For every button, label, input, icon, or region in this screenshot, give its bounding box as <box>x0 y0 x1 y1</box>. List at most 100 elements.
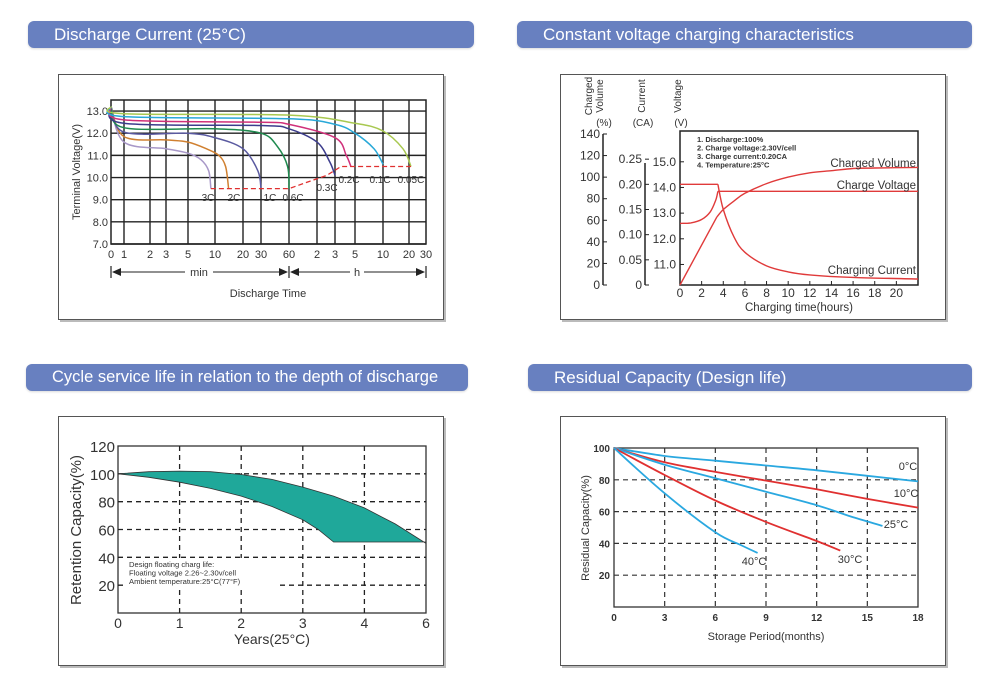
h-arrow-left-head <box>290 268 299 276</box>
h-arrow-right-head <box>416 268 425 276</box>
charging-plot-area <box>679 130 919 286</box>
discharge-xtick-label: 2 <box>314 249 320 261</box>
cycle-xtick-label: 6 <box>422 615 430 631</box>
residual-ytick-label: 20 <box>599 571 611 582</box>
charged-axis-title-word1: Charged <box>584 77 595 115</box>
charged-volume-tick-label: 100 <box>580 170 600 184</box>
series-charged-volume <box>716 166 919 218</box>
residual-xtick-label: 3 <box>662 613 668 624</box>
discharge-series-0-3c <box>108 106 336 176</box>
discharge-ytick-label: 10.0 <box>87 173 108 185</box>
charging-xtick-label: 10 <box>782 286 796 300</box>
discharge-ytick-label: 11.0 <box>87 150 108 162</box>
discharge-series-2c <box>110 106 230 189</box>
cycle-annotation-line-3: Ambient temperature:25°C(77°F) <box>129 577 241 586</box>
voltage-axis-title: Voltage <box>673 79 684 113</box>
discharge-series-0-1c <box>106 105 384 165</box>
discharge-series-label-1c: 1C <box>264 193 277 204</box>
charging-xtick-label: 12 <box>803 286 817 300</box>
cycle-ylabel: Retention Capacity(%) <box>68 455 85 605</box>
charging-xtick-label: 0 <box>677 286 684 300</box>
residual-series-25-c <box>613 447 883 527</box>
residual-ytick-label: 60 <box>599 508 611 519</box>
discharge-xtick-label: 5 <box>185 249 191 261</box>
discharge-series-label-0-05c: 0.05C <box>398 175 425 186</box>
charging-xtick-label: 16 <box>846 286 860 300</box>
charged-axis-title-word2: Volume <box>595 79 606 113</box>
cycle-ytick-label: 40 <box>98 550 115 567</box>
cycle-xtick-label: 1 <box>176 615 184 631</box>
charging-note-1: 1. Discharge:100% <box>697 135 764 144</box>
discharge-xlabel: Discharge Time <box>230 288 306 300</box>
header-residual-label: Residual Capacity (Design life) <box>554 368 787 387</box>
discharge-series-1c <box>110 106 262 189</box>
cycle-annotation-line-1: Design floating charg life: <box>129 560 214 569</box>
voltage-tick-label: 14.0 <box>653 180 677 194</box>
min-arrow-right-head <box>279 268 288 276</box>
charging-xtick-label: 6 <box>742 286 749 300</box>
cycle-annotation-bg <box>126 558 276 586</box>
cycle-xlabel: Years(25°C) <box>234 631 310 647</box>
h-range-label: h <box>354 267 360 279</box>
discharge-xtick-label: 30 <box>420 249 432 261</box>
residual-series-0-c <box>613 447 919 483</box>
charging-xtick-label: 8 <box>763 286 770 300</box>
discharge-xtick-label: 2 <box>147 249 153 261</box>
charging-xtick-label: 20 <box>890 286 904 300</box>
min-range-label: min <box>190 267 208 279</box>
charged-volume-tick-label: 120 <box>580 149 600 163</box>
residual-series-label-25-c: 25°C <box>884 519 909 531</box>
discharge-series-label-0-6c: 0.6C <box>282 193 303 204</box>
cycle-ytick-label: 80 <box>98 495 115 512</box>
cycle-ytick-label: 120 <box>90 439 115 456</box>
charging-note-2: 2. Charge voltage:2.30V/cell <box>697 144 796 153</box>
label-charge-voltage: Charge Voltage <box>837 180 916 192</box>
discharge-series-label-2c: 2C <box>228 193 241 204</box>
cycle-xtick-label: 2 <box>237 615 245 631</box>
discharge-xtick-label: 3 <box>332 249 338 261</box>
charged-volume-tick-label: 0 <box>593 278 600 292</box>
discharge-xtick-label: 30 <box>255 249 267 261</box>
header-discharge-current: Discharge Current (25°C) <box>28 21 474 48</box>
discharge-series-label-0-2c: 0.2C <box>338 175 359 186</box>
header-charging-characteristics: Constant voltage charging characteristic… <box>517 21 972 48</box>
discharge-xtick-label: 1 <box>121 249 127 261</box>
discharge-series-0-6c <box>110 106 290 189</box>
residual-xtick-label: 6 <box>713 613 719 624</box>
discharge-xtick-label: 20 <box>403 249 415 261</box>
discharge-xtick-label: 10 <box>377 249 389 261</box>
discharge-series-0-2c <box>108 106 352 167</box>
discharge-series-label-3c: 3C <box>202 193 215 204</box>
end-voltage-dashed-line <box>210 165 411 190</box>
charging-xlabel: Charging time(hours) <box>745 302 853 314</box>
charging-note-4: 4. Temperature:25°C <box>697 161 770 170</box>
charged-volume-tick-label: 140 <box>580 127 600 141</box>
discharge-series-3c <box>110 106 212 189</box>
discharge-ytick-label: 12.0 <box>87 128 108 140</box>
residual-series-label-10-c: 10°C <box>894 488 919 500</box>
current-tick-label: 0.15 <box>619 203 643 217</box>
voltage-tick-label: 11.0 <box>654 257 677 271</box>
residual-ytick-label: 80 <box>599 476 611 487</box>
current-axis-unit: (CA) <box>633 118 654 129</box>
current-tick-label: 0.05 <box>619 253 643 267</box>
voltage-tick-label: 15.0 <box>653 155 677 169</box>
current-tick-label: 0.25 <box>619 152 643 166</box>
series-charged-volume-ramp <box>679 216 718 286</box>
residual-xtick-label: 9 <box>763 613 769 624</box>
residual-series-label-40-c: 40°C <box>742 556 767 568</box>
residual-series-10-c <box>613 447 919 509</box>
cycle-ytick-label: 60 <box>98 523 115 540</box>
residual-xtick-label: 18 <box>912 613 924 624</box>
residual-series-40-c <box>613 447 758 554</box>
discharge-xtick-label: 10 <box>209 249 221 261</box>
discharge-ylabel: Terminal Voltage(V) <box>71 124 83 220</box>
discharge-xtick-label: 0 <box>108 249 114 261</box>
current-tick-label: 0 <box>635 278 642 292</box>
label-charging-current: Charging Current <box>828 265 917 277</box>
discharge-xtick-label: 3 <box>163 249 169 261</box>
cycle-xtick-label: 0 <box>114 615 122 631</box>
cycle-xtick-label: 3 <box>299 615 307 631</box>
cycle-annotation-line-2: Floating voltage 2.26~2.30v/cell <box>129 569 236 578</box>
